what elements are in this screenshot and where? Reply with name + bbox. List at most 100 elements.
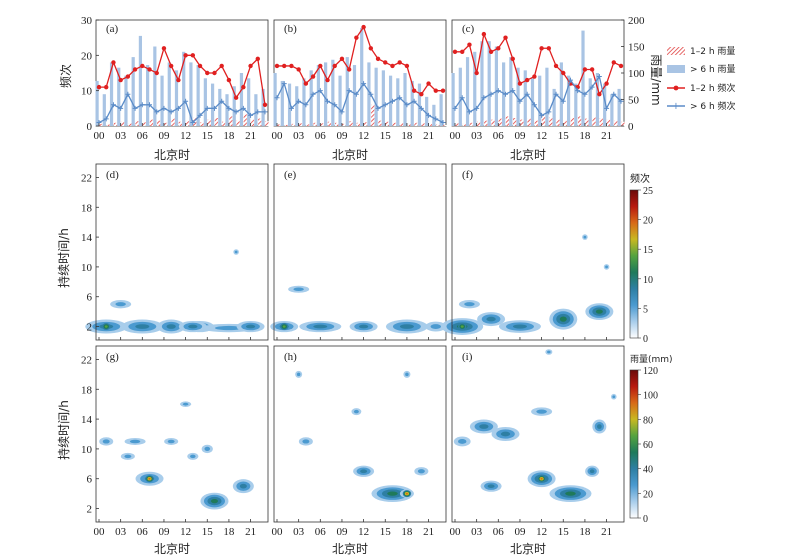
point-freq-12h [426, 81, 431, 86]
point-freq-6h [274, 95, 280, 101]
bar-rain-12h [421, 123, 425, 126]
point-freq-12h [212, 70, 217, 76]
bar-rain-6h [331, 59, 335, 126]
panel-label: (d) [106, 169, 119, 181]
bar-rain-6h [566, 75, 571, 126]
bar-rain-6h [588, 78, 592, 126]
x-tick-label: 00 [450, 526, 462, 538]
bar-rain-12h [149, 119, 154, 126]
bar-rain-6h [345, 57, 349, 126]
point-freq-6h [190, 119, 196, 125]
x-tick-label: 12 [536, 130, 547, 142]
contour-peak [405, 492, 408, 495]
point-freq-6h [353, 91, 359, 97]
bar-rain-6h [210, 83, 215, 126]
point-freq-12h [397, 60, 402, 65]
bar-rain-12h [106, 124, 110, 126]
bar-rain-6h [374, 67, 378, 126]
point-freq-12h [532, 74, 537, 79]
contour-region [487, 484, 495, 489]
contour-region [102, 439, 110, 444]
panel-frame [95, 345, 269, 523]
point-freq-6h [389, 98, 395, 104]
contour-region [190, 454, 196, 459]
top-y-left-label: 频次 [59, 64, 73, 88]
colorbar-frequency-scale: 0 5 10 15 20 25 [629, 186, 653, 345]
x-tick-label: 06 [137, 130, 149, 142]
contour-region [583, 235, 587, 239]
point-freq-12h [289, 63, 294, 69]
point-freq-6h [474, 105, 480, 111]
legend-label-rain-6h: > 6 h 雨量 [690, 64, 736, 75]
x-tick-label: 00 [94, 130, 106, 142]
x-tick-label: 03 [293, 130, 305, 142]
point-freq-12h [147, 67, 152, 72]
panel-label: (c) [462, 23, 475, 35]
bar-rain-6h [160, 75, 164, 126]
point-freq-6h [524, 91, 530, 97]
bar-rain-12h [178, 121, 182, 126]
x-tick-label: 03 [115, 130, 127, 142]
contour-region [595, 309, 603, 314]
bar-rain-6h [451, 73, 455, 126]
x-tick-label: 18 [579, 526, 591, 538]
xlabel-b: 北京时 [332, 148, 368, 162]
line-freq-6h [98, 92, 265, 124]
point-freq-6h [404, 102, 410, 108]
bot-y-label: 持续时间/h [56, 400, 71, 460]
bar-rain-6h [225, 94, 229, 126]
panel-background [96, 164, 268, 340]
point-freq-6h [132, 105, 138, 111]
colorbar-rainfall-scale: 0 20 40 60 80 100 120 [629, 366, 658, 525]
point-freq-6h [183, 98, 189, 104]
point-freq-6h [211, 105, 217, 111]
bar-rain-12h [505, 116, 510, 126]
bar-rain-12h [363, 122, 368, 126]
bar-rain-6h [316, 65, 321, 126]
bar-rain-6h [174, 70, 179, 126]
bar-rain-12h [385, 121, 389, 126]
bar-rain-6h [360, 27, 364, 127]
colorbar-tick-label: 0 [643, 334, 648, 345]
bar-rain-6h [146, 65, 150, 126]
bar-rain-12h [164, 122, 168, 126]
point-freq-6h [262, 109, 268, 115]
bar-rain-12h [306, 124, 310, 126]
point-freq-12h [205, 70, 210, 76]
bar-rain-12h [436, 124, 440, 126]
contour-region [417, 469, 425, 474]
point-freq-12h [474, 70, 479, 76]
panel-frame [273, 345, 447, 523]
contour-region [612, 395, 616, 399]
point-freq-12h [390, 63, 395, 69]
contour-region [399, 324, 414, 329]
bar-rain-12h [113, 122, 117, 126]
bar-rain-12h [250, 119, 255, 126]
point-freq-12h [517, 81, 523, 86]
contour-region [188, 324, 198, 329]
contour-region [353, 409, 359, 414]
contour-region [458, 439, 467, 444]
bar-rain-12h [614, 120, 618, 126]
point-freq-12h [255, 56, 260, 62]
point-freq-12h [419, 92, 424, 97]
bar-rain-12h [407, 123, 411, 126]
point-freq-12h [561, 70, 566, 76]
y-right-tick-label: 200 [628, 15, 645, 27]
point-freq-12h [190, 53, 196, 58]
point-freq-12h [503, 35, 508, 40]
bar-rain-6h [287, 83, 292, 126]
bar-rain-12h [356, 122, 360, 126]
point-freq-6h [589, 84, 595, 90]
bar-rain-6h [109, 62, 114, 126]
x-tick-label: 09 [514, 526, 526, 538]
contour-region [210, 498, 218, 504]
x-tick-label: 21 [245, 526, 256, 538]
point-freq-12h [161, 46, 167, 51]
contour-region [302, 439, 310, 444]
xlabel-a: 北京时 [154, 148, 190, 162]
point-freq-6h [567, 77, 573, 83]
point-freq-6h [175, 105, 181, 111]
point-freq-12h [589, 67, 595, 72]
